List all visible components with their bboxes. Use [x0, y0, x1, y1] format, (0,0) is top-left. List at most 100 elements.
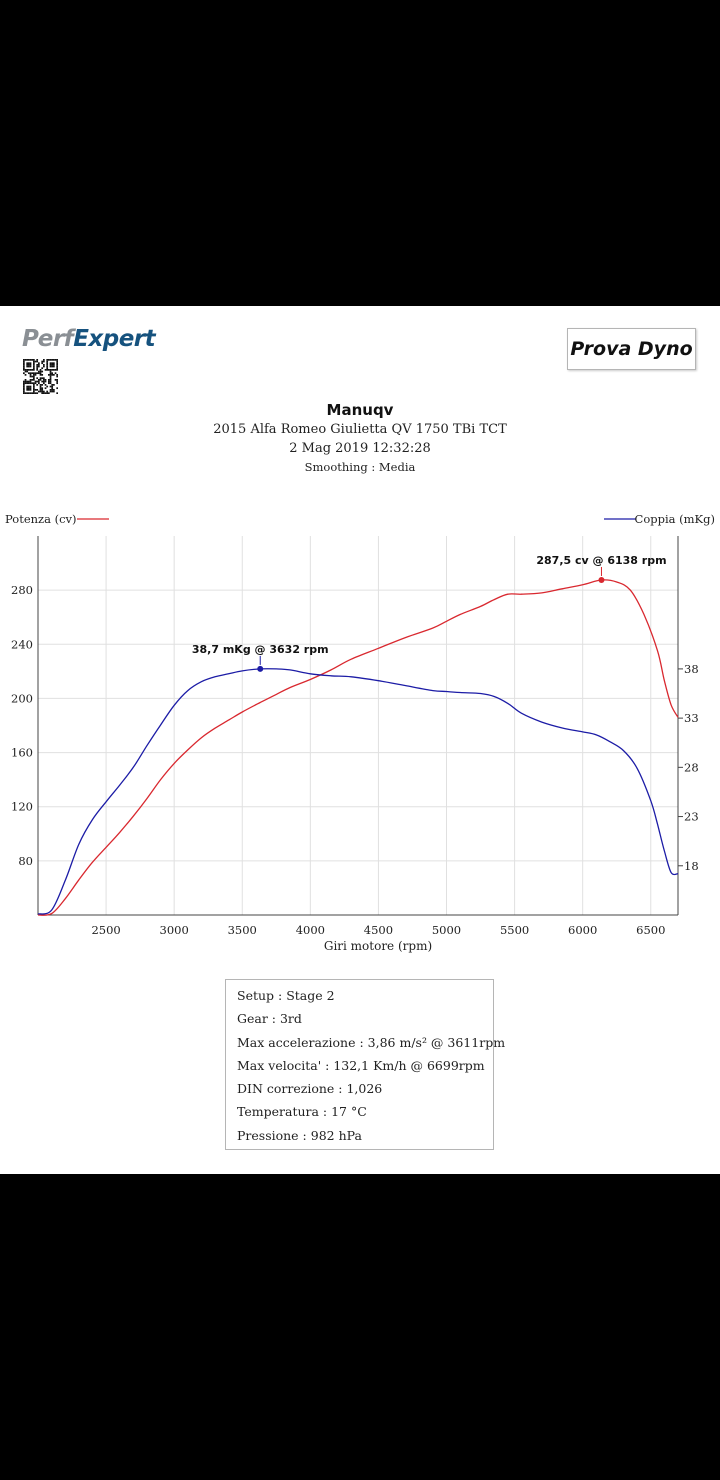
qr-module [29, 387, 32, 390]
power-peak-point [598, 576, 605, 583]
qr-module [28, 380, 30, 383]
qr-module [53, 359, 55, 361]
x-axis-label: Giri motore (rpm) [324, 939, 432, 953]
qr-module [24, 392, 27, 394]
qr-module [28, 389, 30, 391]
qr-module [33, 372, 35, 375]
torque-curve [37, 668, 679, 915]
y-left-tick-label: 200 [11, 691, 33, 705]
chart-series [37, 579, 679, 916]
qr-module [29, 389, 32, 391]
info-gear: Gear : 3rd [237, 1011, 302, 1027]
qr-module [33, 360, 35, 363]
qr-module [29, 379, 32, 381]
qr-module [23, 372, 25, 375]
qr-module [41, 360, 44, 363]
y-left-tick-label: 280 [11, 583, 33, 597]
torque-peak-point [257, 665, 264, 672]
qr-module [34, 389, 37, 391]
chart-annotations: 287,5 cv @ 6138 rpm 38,7 mKg @ 3632 rpm [192, 554, 667, 672]
qr-module [33, 359, 35, 361]
qr-module [24, 374, 27, 376]
qr-module [48, 359, 50, 361]
qr-module [33, 382, 35, 385]
qr-module [26, 380, 29, 383]
qr-module [31, 359, 34, 361]
qr-module [41, 384, 44, 386]
qr-module [56, 380, 58, 383]
qr-module [33, 379, 35, 381]
qr-module [49, 370, 52, 373]
qr-module [44, 379, 47, 381]
qr-module [48, 382, 50, 385]
qr-module [33, 392, 35, 394]
qr-module [41, 387, 44, 390]
x-tick-label: 4000 [296, 923, 325, 937]
qr-module [23, 384, 25, 386]
qr-module [43, 364, 45, 366]
qr-module [36, 389, 39, 391]
legend-torque-label: Coppia (mKg) [635, 512, 715, 526]
qr-module [34, 392, 37, 394]
qr-module [36, 364, 39, 366]
legend-power-label: Potenza (cv) [5, 512, 77, 526]
qr-module [46, 365, 49, 368]
qr-module [43, 365, 45, 368]
qr-module [31, 382, 34, 385]
qr-module [39, 385, 42, 388]
qr-module [26, 387, 29, 390]
qr-module [29, 365, 32, 368]
y-left-tick-label: 160 [11, 746, 33, 760]
qr-module [33, 365, 35, 368]
qr-module [31, 375, 34, 378]
qr-module [36, 359, 39, 361]
qr-module [39, 379, 42, 381]
logo-text-expert: Expert [73, 326, 156, 352]
qr-module [51, 389, 54, 391]
dyno-chart: 2500 3000 3500 4000 4500 5000 5500 6000 6500 80 12… [5, 512, 715, 953]
qr-module [51, 364, 54, 366]
qr-module [29, 369, 32, 371]
qr-module [44, 392, 47, 394]
info-max-acceleration: Max accelerazione : 3,86 m/s² @ 3611rpm [237, 1034, 506, 1050]
qr-module [38, 370, 40, 373]
y-right-tick-label: 33 [684, 711, 699, 725]
qr-module [41, 380, 44, 383]
qr-module [34, 382, 37, 385]
qr-module [24, 382, 27, 385]
qr-module [53, 364, 55, 366]
qr-module [33, 377, 35, 380]
qr-module [43, 377, 45, 380]
qr-module [34, 372, 37, 375]
qr-module [23, 382, 25, 385]
qr-module [33, 387, 35, 390]
torque-peak-label: 38,7 mKg @ 3632 rpm [192, 643, 329, 656]
qr-module [36, 384, 39, 386]
qr-module [56, 367, 58, 370]
power-peak-label: 287,5 cv @ 6138 rpm [536, 554, 666, 567]
x-tick-label: 3500 [228, 923, 257, 937]
x-tick-label: 6000 [568, 923, 597, 937]
qr-module [46, 367, 49, 370]
qr-module [56, 365, 58, 368]
qr-module [43, 359, 45, 361]
qr-module [31, 379, 34, 381]
qr-module [49, 372, 52, 375]
x-tick-label: 5500 [500, 923, 529, 937]
qr-module [23, 364, 25, 366]
qr-module [46, 360, 49, 363]
qr-module [53, 389, 55, 391]
qr-module [23, 389, 25, 391]
qr-module [29, 364, 32, 366]
qr-module [56, 387, 58, 390]
qr-module [46, 390, 49, 393]
qr-module [49, 359, 52, 361]
qr-module [28, 365, 30, 368]
qr-module [36, 365, 39, 368]
qr-module [53, 362, 55, 365]
qr-module [28, 369, 30, 371]
qr-module [49, 365, 52, 368]
qr-module [54, 359, 57, 361]
qr-module [23, 385, 25, 388]
qr-module [49, 379, 52, 381]
